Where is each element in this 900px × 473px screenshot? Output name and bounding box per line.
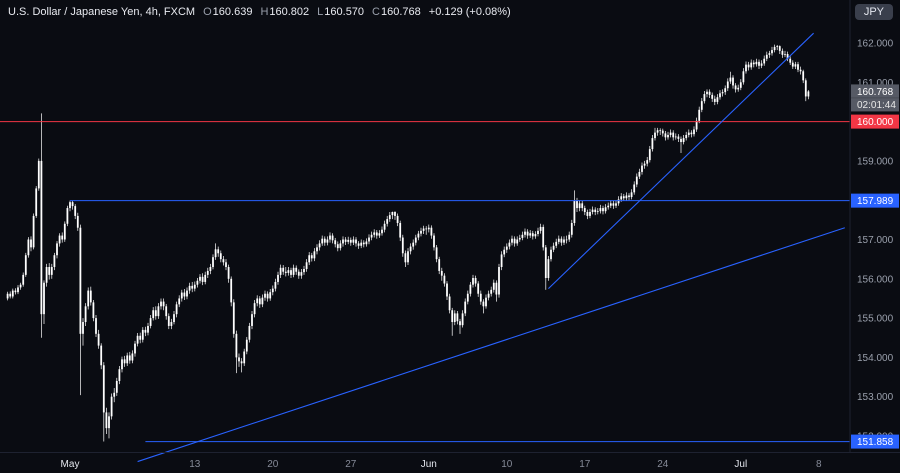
ohlc-open-label: O	[203, 6, 212, 18]
last-price-value: 160.768	[857, 87, 894, 98]
time-tick: Jun	[421, 459, 437, 470]
price-tick: 155.000	[857, 314, 894, 325]
ohlc-high: H160.802	[260, 6, 309, 18]
ohlc-close-label: C	[372, 6, 380, 18]
price-tick: 154.000	[857, 353, 894, 364]
time-tick: 13	[189, 459, 201, 470]
price-change: +0.129 (+0.08%)	[428, 6, 511, 18]
time-tick: Jul	[734, 459, 747, 470]
trendline	[548, 32, 814, 290]
trendline	[137, 227, 845, 463]
price-tick: 162.000	[857, 39, 894, 50]
time-axis[interactable]: May 13 20 27 Jun 10 17 24 Jul 8	[61, 459, 822, 470]
time-tick: 8	[816, 459, 822, 470]
symbol-legend[interactable]: U.S. Dollar / Japanese Yen, 4h, FXCM O16…	[8, 6, 511, 18]
ohlc-close-value: 160.768	[381, 6, 421, 18]
ohlc-low-label: L	[317, 6, 324, 18]
ohlc-low: L160.570	[317, 6, 364, 18]
ohlc-open-value: 160.639	[212, 6, 253, 18]
time-tick: 27	[345, 459, 357, 470]
symbol-title[interactable]: U.S. Dollar / Japanese Yen, 4h, FXCM	[8, 6, 196, 18]
candles	[6, 44, 810, 442]
ohlc-open: O160.639	[203, 6, 252, 18]
price-tick: 156.000	[857, 274, 894, 285]
ohlc-close: C160.768	[372, 6, 421, 18]
trendlines[interactable]	[137, 32, 845, 463]
time-tick: 10	[501, 459, 513, 470]
time-tick: 17	[579, 459, 591, 470]
horizontal-lines[interactable]	[0, 121, 850, 443]
price-level-badge	[851, 193, 899, 208]
time-tick: 24	[657, 459, 669, 470]
price-level-badge-label: 160.000	[857, 117, 894, 128]
price-tick: 153.000	[857, 392, 894, 403]
time-tick: 20	[267, 459, 279, 470]
price-tick: 159.000	[857, 156, 894, 167]
price-level-badge-label: 157.989	[857, 196, 894, 207]
price-level-badge	[851, 434, 899, 449]
ohlc-low-value: 160.570	[324, 6, 365, 18]
price-level-badge-label: 151.858	[857, 437, 894, 448]
price-tick: 161.000	[857, 78, 894, 89]
axis-currency-button[interactable]: JPY	[854, 4, 893, 20]
price-tick: 157.000	[857, 235, 894, 246]
ohlc-high-value: 160.802	[269, 6, 310, 18]
time-tick: May	[61, 459, 80, 470]
price-level-badge	[851, 114, 899, 129]
ohlc-high-label: H	[260, 6, 269, 18]
bar-countdown: 02:01:44	[857, 100, 896, 111]
